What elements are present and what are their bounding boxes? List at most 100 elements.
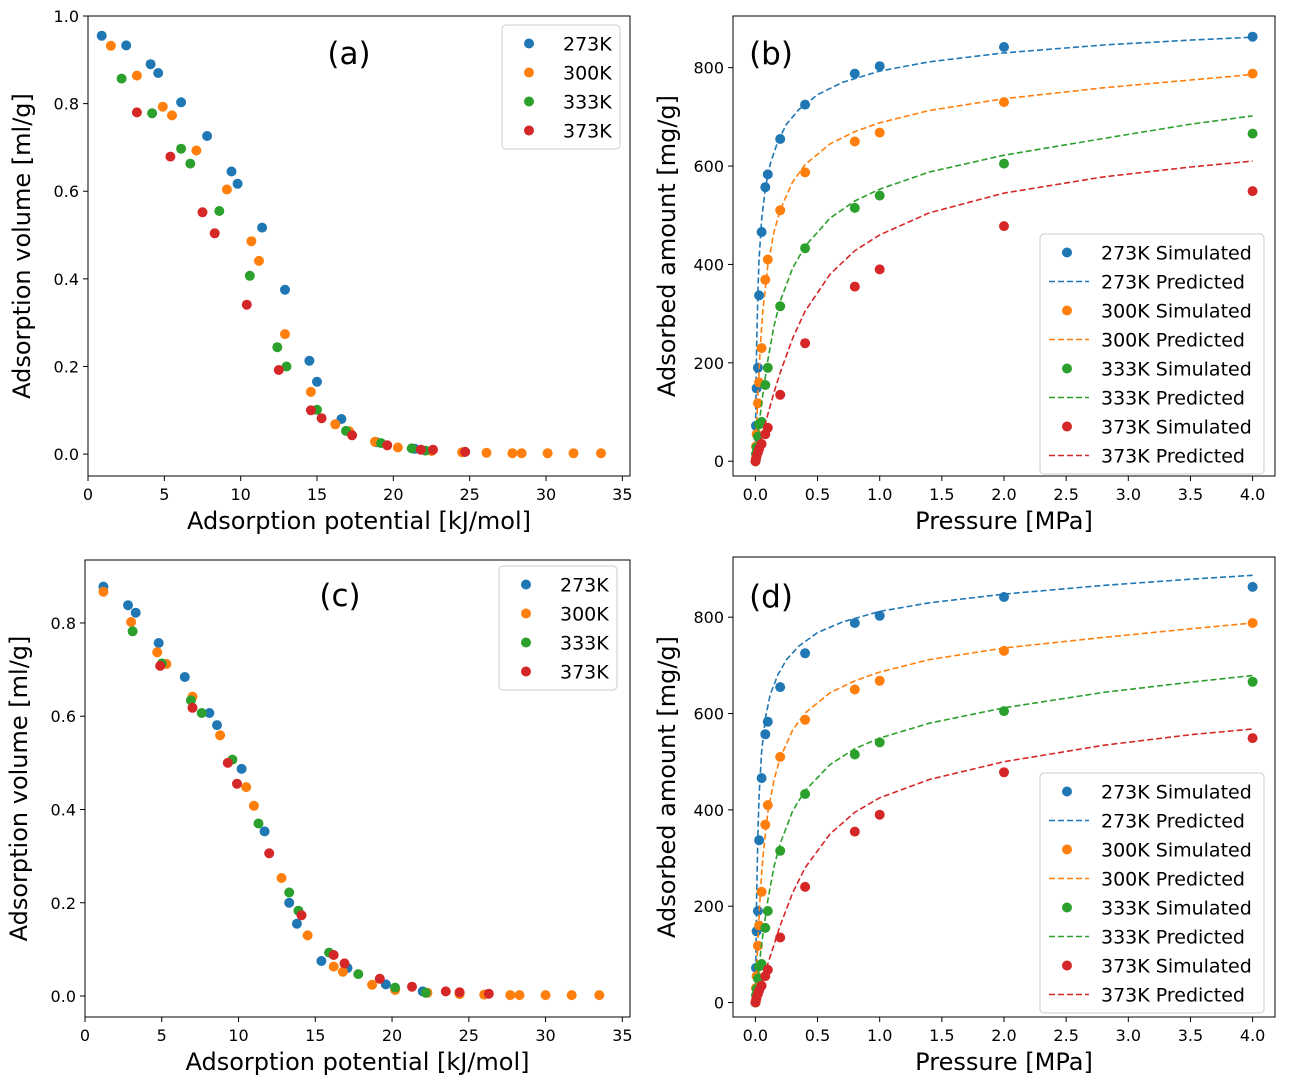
data-point-373K xyxy=(316,413,327,424)
y-tick-label: 0.0 xyxy=(54,445,79,464)
y-tick-label: 0.8 xyxy=(54,95,79,114)
data-point-333K xyxy=(800,789,811,799)
legend-entry-label: 373K Predicted xyxy=(1101,985,1245,1007)
data-point-373K xyxy=(131,107,142,118)
x-tick-label: 1.0 xyxy=(867,485,892,504)
data-point-300K xyxy=(191,145,202,156)
data-point-333K xyxy=(762,362,773,373)
data-point-273K xyxy=(291,918,302,929)
data-point-300K xyxy=(800,714,811,725)
data-point-273K xyxy=(153,68,164,78)
data-point-373K xyxy=(1247,186,1258,197)
panel-tag: (d) xyxy=(749,579,793,615)
data-point-273K xyxy=(999,42,1009,52)
data-point-300K xyxy=(157,101,168,112)
legend-box xyxy=(1039,772,1265,1014)
data-point-373K xyxy=(232,778,242,789)
legend-entry-label: 300K Predicted xyxy=(1101,869,1245,891)
data-point-373K xyxy=(155,660,166,671)
data-point-273K xyxy=(212,720,222,731)
data-point-373K xyxy=(264,848,275,859)
legend: 273K Simulated 273K Predicted 300K Simulat… xyxy=(1039,233,1265,475)
data-point-373K xyxy=(347,430,358,441)
data-point-300K xyxy=(760,274,771,285)
data-point-333K xyxy=(775,301,786,312)
legend-entry-label: 273K Predicted xyxy=(1101,272,1245,294)
data-point-300K xyxy=(246,236,257,247)
data-point-300K xyxy=(126,617,137,627)
data-point-273K xyxy=(316,956,327,966)
data-point-300K xyxy=(1247,68,1258,79)
legend-dot-marker xyxy=(524,125,534,136)
data-point-333K xyxy=(1247,676,1258,687)
data-point-373K xyxy=(374,973,385,984)
y-tick-label: 600 xyxy=(693,705,724,724)
legend-entry-label: 333K Predicted xyxy=(1101,927,1245,949)
data-point-273K xyxy=(756,227,767,237)
data-point-300K xyxy=(800,167,811,178)
data-point-300K xyxy=(105,40,116,51)
predicted-curve-333K xyxy=(754,115,1253,461)
data-point-273K xyxy=(312,376,322,387)
legend-box xyxy=(498,565,618,691)
y-tick-label: 200 xyxy=(693,897,724,916)
x-tick-label: 0 xyxy=(80,1026,90,1045)
x-tick-label: 2.5 xyxy=(1053,485,1078,504)
x-tick-label: 3.5 xyxy=(1178,1026,1203,1045)
data-point-373K xyxy=(305,405,316,416)
data-point-300K xyxy=(542,448,553,459)
legend-dot-marker xyxy=(524,96,534,107)
y-axis-label: Adsorbed amount [mg/g] xyxy=(653,636,681,938)
data-point-273K xyxy=(849,68,860,79)
x-axis-label: Adsorption potential [kJ/mol] xyxy=(185,1048,529,1076)
data-point-333K xyxy=(390,982,401,993)
x-axis-label: Pressure [MPa] xyxy=(915,507,1093,535)
legend-entry-label: 333K xyxy=(560,633,609,655)
legend-entry-label: 300K xyxy=(560,604,609,626)
y-axis-label: Adsorbed amount [mg/g] xyxy=(653,95,681,397)
predicted-curve-373K xyxy=(754,160,1253,462)
legend-entry-label: 373K Simulated xyxy=(1101,417,1252,439)
data-point-373K xyxy=(999,767,1009,778)
data-point-300K xyxy=(254,255,264,266)
x-tick-label: 10 xyxy=(228,1026,248,1045)
data-point-373K xyxy=(756,980,767,991)
data-point-273K xyxy=(752,906,763,916)
data-point-273K xyxy=(754,290,765,301)
data-point-273K xyxy=(145,59,156,70)
x-tick-label: 0.0 xyxy=(743,485,768,504)
data-point-333K xyxy=(874,190,885,201)
legend-entry-label: 273K Simulated xyxy=(1101,782,1252,804)
data-point-300K xyxy=(98,586,109,597)
data-point-300K xyxy=(328,961,339,972)
legend-entry-label: 373K Simulated xyxy=(1101,956,1252,978)
x-tick-label: 3.5 xyxy=(1178,485,1203,504)
y-tick-label: 0.8 xyxy=(51,614,76,633)
y-tick-label: 1.0 xyxy=(54,7,79,26)
x-tick-label: 30 xyxy=(536,485,556,504)
panel-b: 0.0 0.5 1.0 1.5 2.0 2.5 3.0 3.5 4.0 0 200 400 600 800… xyxy=(653,15,1276,535)
legend-dot-marker xyxy=(524,38,534,49)
data-point-373K xyxy=(407,981,417,992)
x-tick-label: 30 xyxy=(535,1026,555,1045)
data-point-273K xyxy=(123,600,133,611)
data-point-300K xyxy=(756,886,767,897)
data-point-300K xyxy=(566,990,577,1001)
data-point-333K xyxy=(999,158,1009,169)
data-point-333K xyxy=(185,158,196,169)
data-point-300K xyxy=(241,782,252,793)
data-point-373K xyxy=(440,986,451,997)
data-point-373K xyxy=(1247,733,1258,744)
data-point-373K xyxy=(296,910,307,921)
data-point-300K xyxy=(756,343,767,354)
data-point-273K xyxy=(756,773,767,784)
y-axis-label: Adsorption volume [ml/g] xyxy=(5,636,33,942)
y-tick-label: 200 xyxy=(693,354,724,373)
data-point-300K xyxy=(849,684,860,695)
x-tick-label: 4.0 xyxy=(1240,1026,1265,1045)
legend: 273K 300K 333K 373K xyxy=(498,565,618,691)
plot-area xyxy=(98,581,605,1001)
data-point-300K xyxy=(594,990,605,1001)
legend-dot-marker xyxy=(1062,902,1072,913)
data-point-333K xyxy=(762,906,773,916)
